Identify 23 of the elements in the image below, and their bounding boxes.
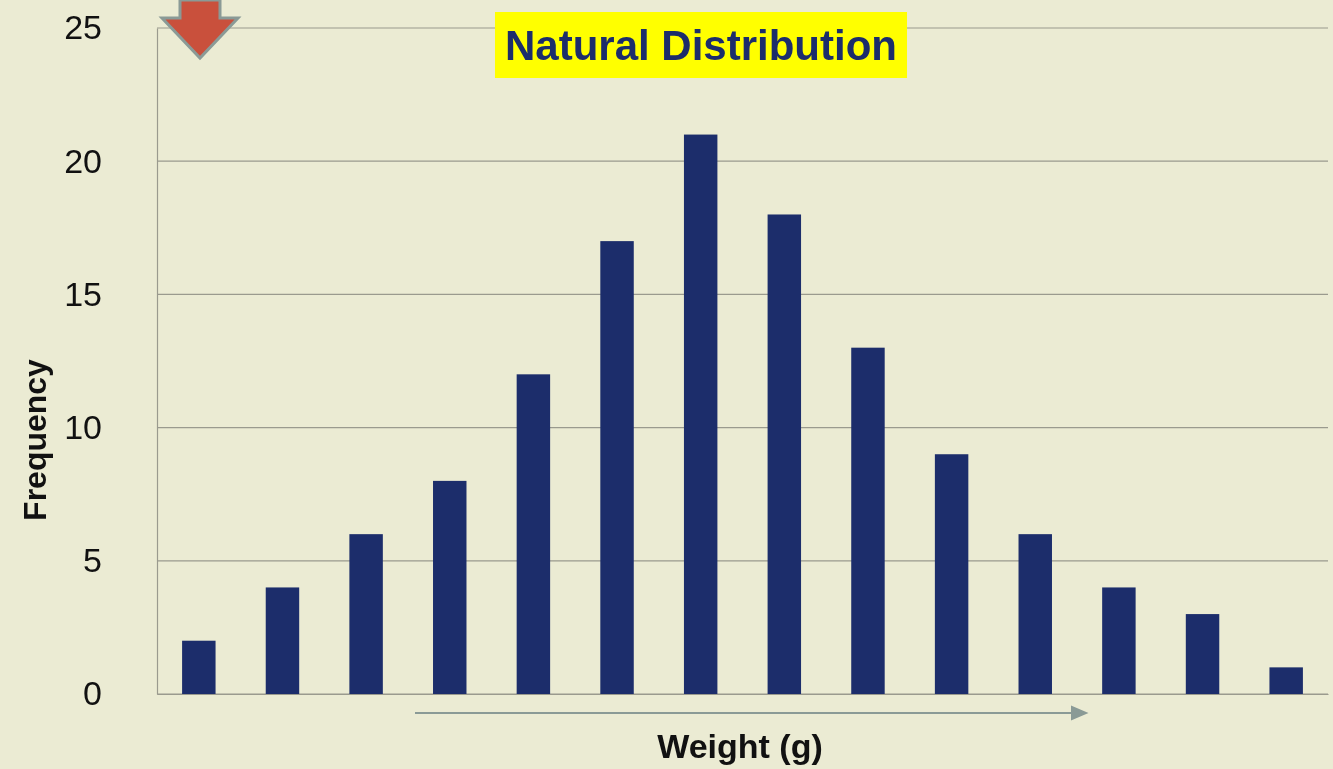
bar — [1102, 587, 1136, 694]
bar — [683, 134, 718, 694]
x-axis-title: Weight (g) — [657, 727, 823, 765]
bar — [265, 587, 300, 694]
bar — [600, 241, 634, 694]
chart-title: Natural Distribution — [504, 22, 898, 69]
y-tick-label: 10 — [64, 407, 102, 446]
bar — [934, 454, 969, 694]
y-tick-label: 20 — [64, 141, 102, 180]
y-axis-title: Frequency — [17, 358, 53, 521]
bar — [851, 347, 885, 694]
bar — [182, 640, 216, 694]
bar — [1269, 667, 1303, 694]
y-tick-label: 15 — [64, 274, 102, 313]
bar — [1018, 534, 1052, 694]
bar — [349, 534, 383, 694]
bar — [767, 214, 802, 694]
bar — [516, 374, 551, 694]
bar — [1185, 614, 1220, 694]
y-tick-label: 25 — [64, 8, 102, 47]
bar — [433, 480, 467, 694]
y-tick-label: 5 — [83, 541, 102, 580]
y-tick-label: 0 — [83, 674, 102, 713]
